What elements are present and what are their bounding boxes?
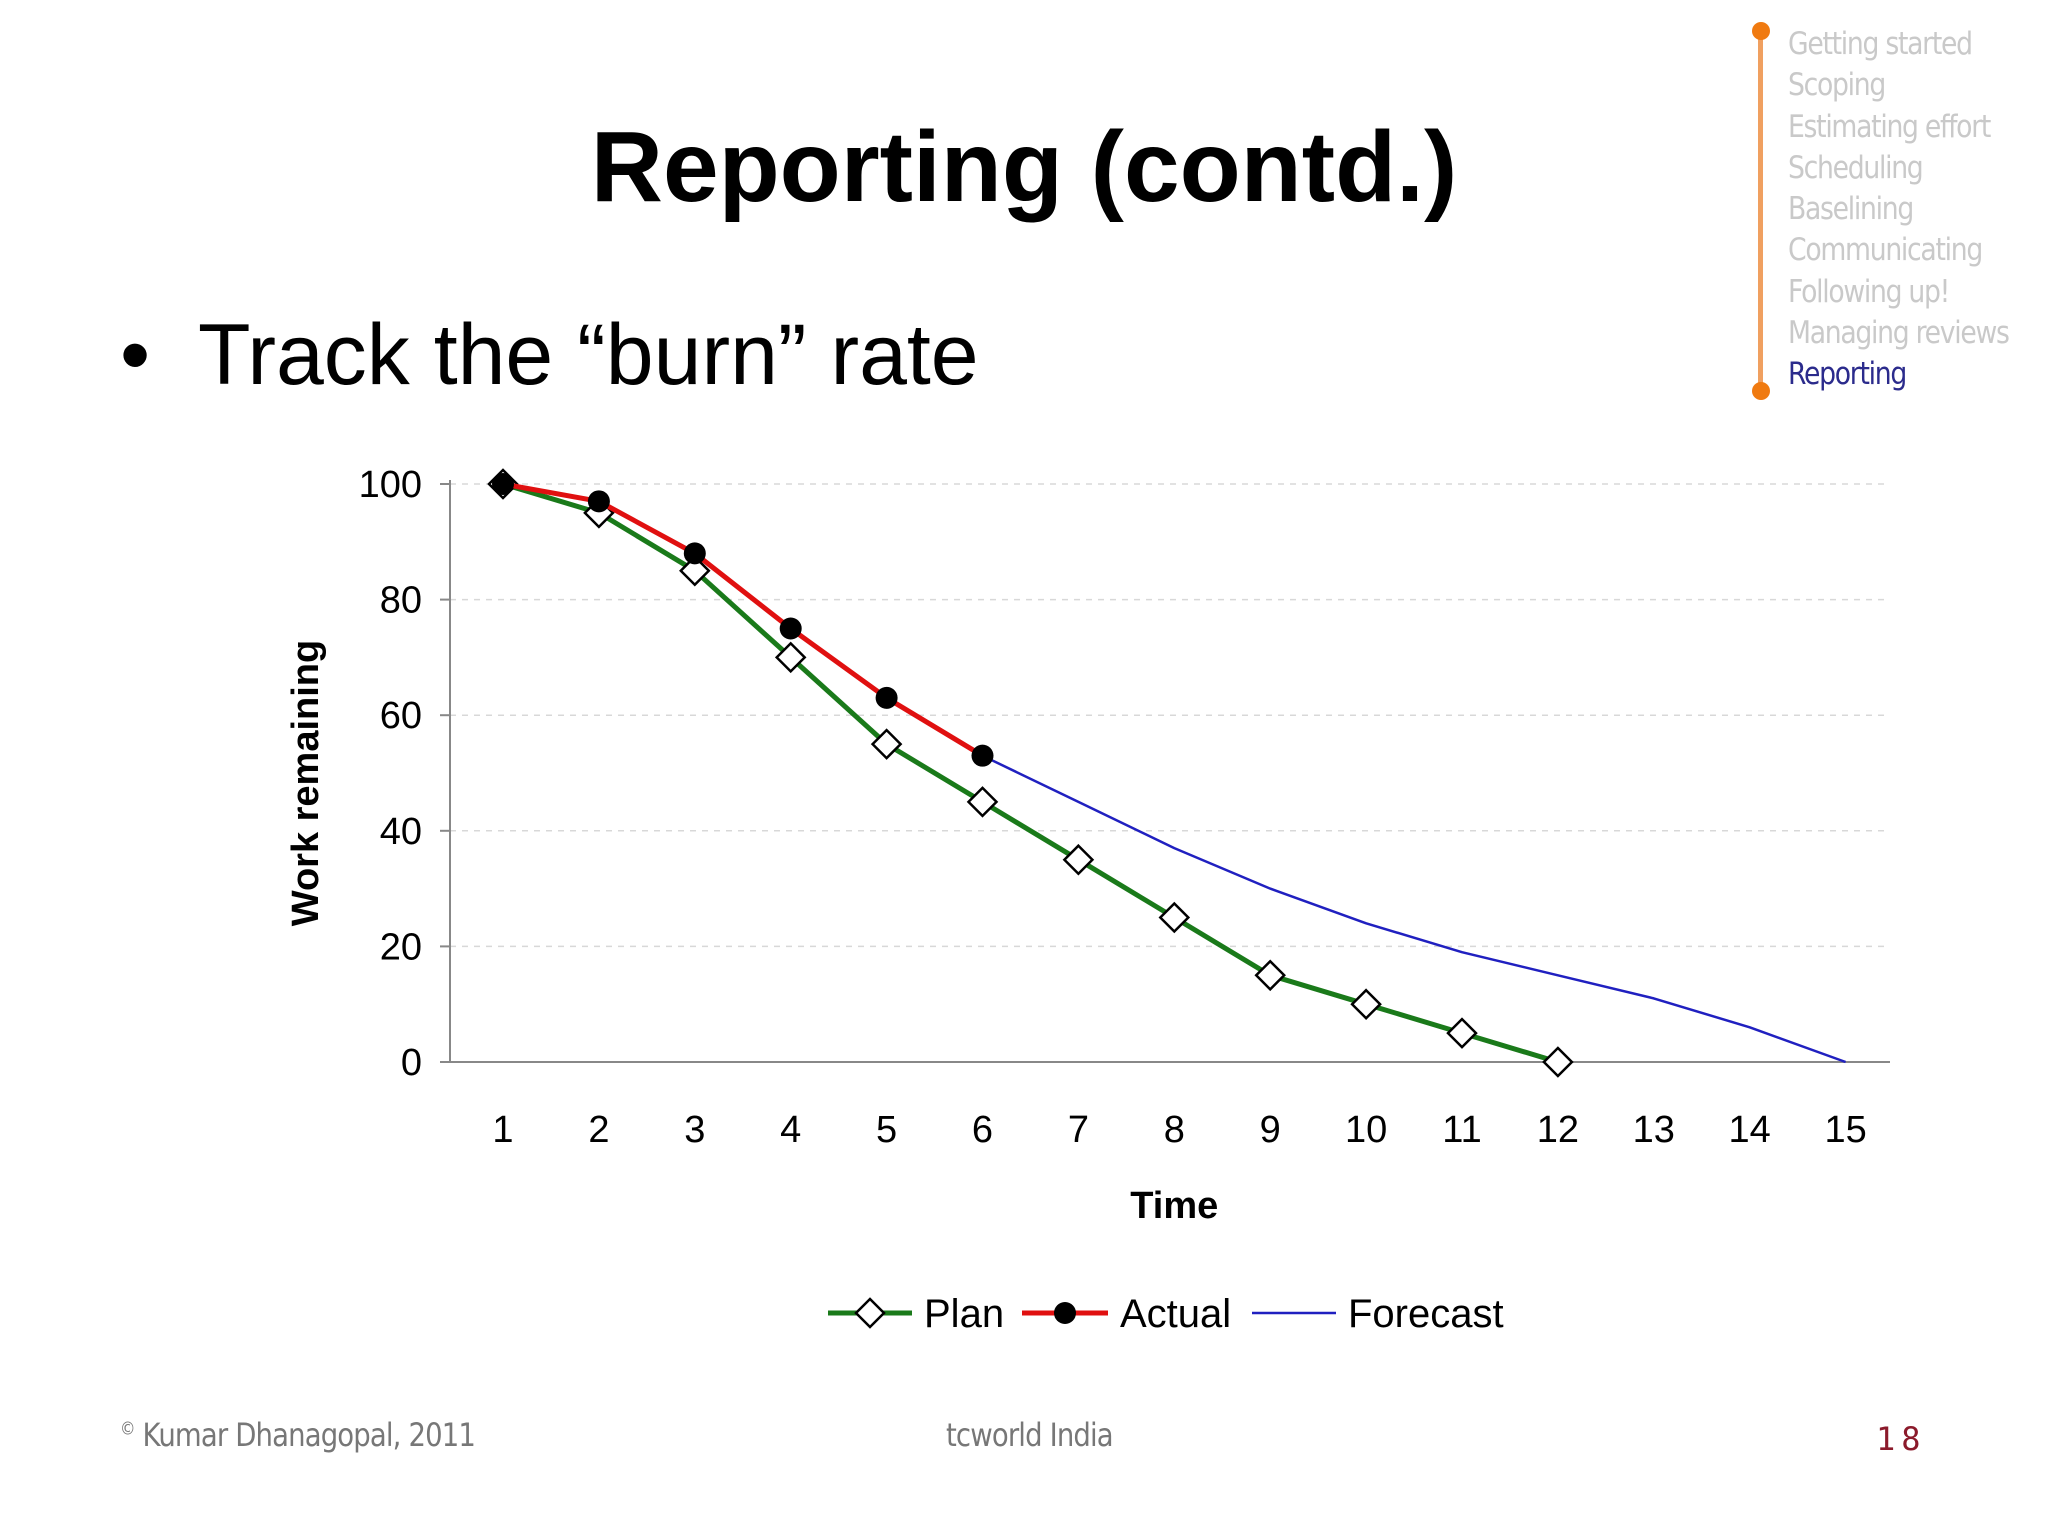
series-point-plan (774, 641, 807, 674)
chart-gridlines (450, 483, 1890, 948)
nav-item-scheduling[interactable]: Scheduling (1788, 149, 1924, 186)
series-point-actual (683, 542, 706, 565)
bullet-glyph: • (120, 307, 151, 403)
series-point-plan (1350, 988, 1382, 1020)
nav-rail-top-dot (1752, 22, 1770, 40)
footer-event: tcworld India (946, 1416, 1114, 1454)
x-tick-label: 3 (684, 1109, 705, 1151)
chart-legend: Plan Actual Forecast (828, 1292, 1504, 1336)
series-point-actual (779, 617, 802, 640)
bullet-item: • Track the “burn” rate (120, 306, 979, 405)
x-axis-title: Time (1130, 1185, 1218, 1227)
y-axis-title: Work remaining (285, 640, 327, 926)
footer-copyright: © Kumar Dhanagopal, 2011 (120, 1416, 476, 1454)
nav-item-baselining[interactable]: Baselining (1788, 191, 1914, 228)
x-tick-label: 4 (780, 1109, 801, 1151)
series-point-plan (1542, 1046, 1574, 1078)
series-point-actual (971, 744, 994, 767)
x-tick-label: 13 (1633, 1109, 1675, 1151)
series-line-plan (502, 481, 1559, 1065)
legend-label-actual: Actual (1120, 1292, 1231, 1336)
y-tick-label: 80 (380, 580, 422, 622)
legend-marker-actual (1054, 1302, 1076, 1324)
legend-marker-plan (854, 1297, 886, 1329)
series-point-actual (875, 686, 898, 709)
x-tick-label: 11 (1442, 1109, 1481, 1151)
y-tick-label: 40 (380, 811, 422, 853)
series-point-plan (870, 728, 903, 760)
bullet-text: Track the “burn” rate (198, 307, 979, 403)
series-point-plan (1158, 901, 1191, 934)
series-point-plan (1446, 1017, 1478, 1049)
x-tick-label: 6 (972, 1109, 993, 1151)
x-tick-label: 9 (1260, 1109, 1281, 1151)
nav-item-reporting[interactable]: Reporting (1788, 356, 1907, 393)
page-number: 18 (1876, 1420, 1927, 1458)
x-tick-label: 7 (1068, 1109, 1089, 1151)
nav-rail-bottom-dot (1752, 382, 1770, 400)
series-point-plan (1062, 843, 1095, 876)
legend-label-plan: Plan (924, 1292, 1004, 1336)
y-tick-label: 100 (359, 464, 422, 506)
series-line-forecast (981, 754, 1847, 1064)
nav-item-managing-reviews[interactable]: Managing reviews (1788, 315, 2010, 352)
agenda-nav: Getting started Scoping Estimating effor… (1788, 24, 2045, 396)
slide-title: Reporting (contd.) (590, 111, 1458, 223)
x-tick-label: 14 (1729, 1109, 1771, 1151)
nav-item-scoping[interactable]: Scoping (1788, 67, 1886, 104)
series-point-plan (679, 554, 711, 587)
x-tick-label: 1 (492, 1109, 513, 1151)
copyright-symbol: © (120, 1418, 135, 1440)
y-tick-label: 0 (401, 1042, 422, 1084)
series-point-plan (966, 786, 999, 818)
nav-item-estimating-effort[interactable]: Estimating effort (1788, 108, 1991, 145)
x-tick-label: 8 (1164, 1109, 1185, 1151)
nav-item-communicating[interactable]: Communicating (1788, 232, 1983, 269)
nav-item-following-up[interactable]: Following up! (1788, 273, 1950, 310)
x-tick-label: 12 (1537, 1109, 1579, 1151)
series-point-actual (492, 473, 514, 495)
series-point-actual (587, 490, 610, 513)
series-line-actual (502, 481, 984, 758)
series-point-plan (1254, 959, 1286, 992)
chart-series (487, 468, 1847, 1078)
x-tick-label: 2 (588, 1109, 609, 1151)
legend-label-forecast: Forecast (1348, 1292, 1504, 1336)
footer-author: Kumar Dhanagopal, 2011 (142, 1416, 476, 1454)
x-tick-label: 15 (1824, 1109, 1866, 1151)
nav-item-getting-started[interactable]: Getting started (1788, 26, 1973, 62)
x-tick-label: 10 (1345, 1109, 1387, 1151)
y-tick-label: 20 (380, 926, 422, 968)
nav-rail (1758, 30, 1763, 392)
x-tick-label: 5 (876, 1109, 897, 1151)
y-tick-label: 60 (380, 695, 422, 737)
